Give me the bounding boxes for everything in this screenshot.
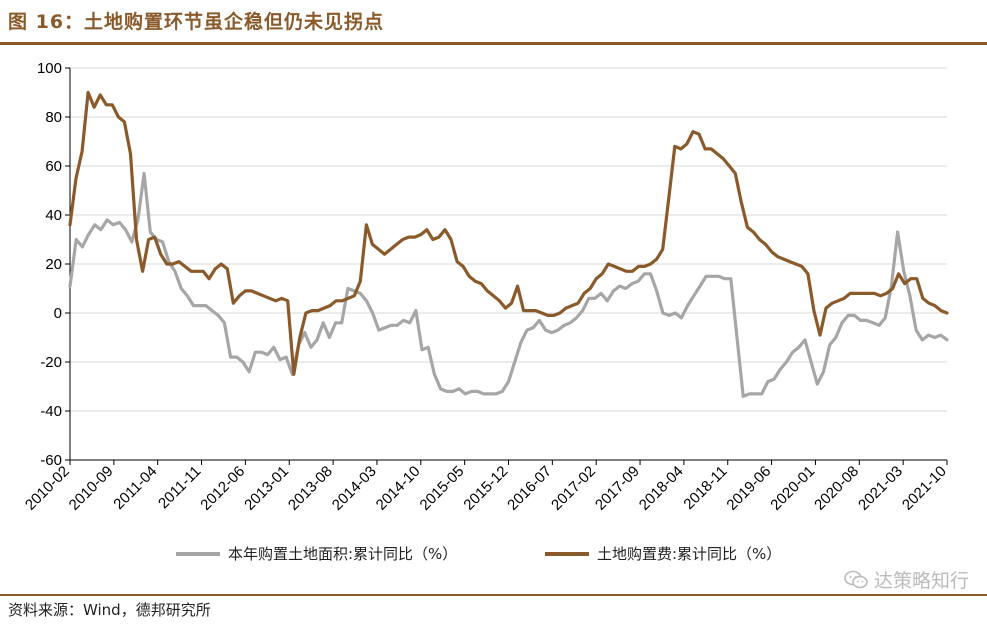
chart-title: 图 16：土地购置环节虽企稳但仍未见拐点 [8, 11, 385, 33]
x-tick-label: 2021-03 [855, 463, 906, 514]
y-tick-labels: 100 80 60 40 20 0 -20 -40 -60 [37, 60, 62, 469]
y-tick-label: 0 [54, 305, 62, 322]
x-tick-label: 2015-12 [460, 463, 511, 514]
x-tick-label: 2014-10 [373, 463, 424, 514]
y-tick-label: 20 [45, 256, 62, 273]
x-tick-label: 2010-02 [22, 463, 73, 514]
legend-label-area: 本年购置土地面积:累计同比（%） [228, 545, 458, 563]
y-tick-label: -60 [40, 452, 62, 469]
watermark: 达策略知行 [844, 566, 969, 593]
legend-swatch-cost [545, 551, 589, 556]
x-tick-label: 2012-06 [197, 463, 248, 514]
series-line-land-area [68, 171, 949, 398]
top-rule [0, 42, 987, 45]
watermark-text: 达策略知行 [873, 570, 969, 592]
x-tick-label: 2020-01 [767, 463, 818, 514]
x-tick-label: 2013-01 [241, 463, 292, 514]
x-tick-label: 2014-03 [329, 463, 380, 514]
x-tick-label: 2010-09 [66, 463, 117, 514]
source-note: 资料来源：Wind，德邦研究所 [8, 601, 211, 619]
x-tick-label: 2015-05 [417, 463, 468, 514]
wechat-icon [844, 570, 868, 588]
bottom-rule [0, 594, 987, 596]
x-tick-label: 2020-08 [811, 463, 862, 514]
x-tick-labels: 2010-022010-092011-042011-112012-062013-… [22, 463, 950, 514]
series-lines [68, 90, 949, 398]
y-tick-label: 60 [45, 158, 62, 175]
x-tick-label: 2021-10 [899, 463, 950, 514]
axes [65, 67, 948, 465]
y-tick-label: -20 [40, 354, 62, 371]
x-tick-label: 2019-06 [723, 463, 774, 514]
legend: 本年购置土地面积:累计同比（%） 土地购置费:累计同比（%） [0, 543, 987, 565]
y-tick-label: 40 [45, 207, 62, 224]
series-line-land-cost [68, 90, 949, 376]
x-tick-label: 2011-04 [110, 463, 160, 513]
y-tick-label: 100 [37, 60, 62, 77]
legend-item-area: 本年购置土地面积:累计同比（%） [176, 543, 457, 564]
legend-item-cost: 土地购置费:累计同比（%） [545, 543, 781, 564]
grid-lines [70, 67, 947, 461]
x-tick-label: 2018-04 [636, 463, 687, 514]
x-tick-label: 2013-08 [285, 463, 336, 514]
x-tick-label: 2011-11 [155, 463, 204, 512]
x-tick-label: 2017-02 [548, 463, 599, 514]
legend-label-cost: 土地购置费:累计同比（%） [597, 545, 782, 563]
x-tick-label: 2017-09 [592, 463, 643, 514]
x-tick-label: 2016-07 [504, 463, 555, 514]
y-tick-label: -40 [40, 403, 62, 420]
y-tick-label: 80 [45, 109, 62, 126]
legend-swatch-area [176, 551, 220, 556]
x-tick-label: 2018-11 [680, 463, 730, 513]
